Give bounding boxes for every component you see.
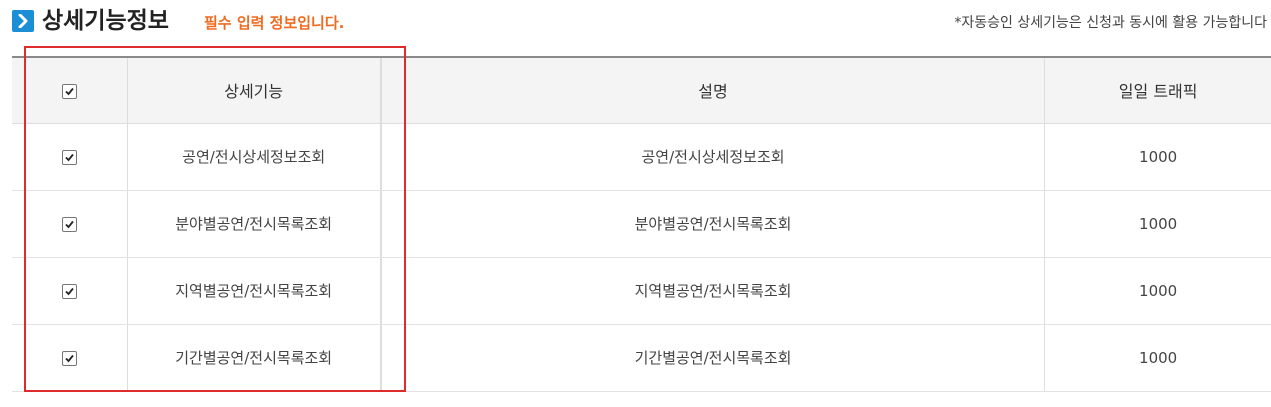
table-header-row: 상세기능 설명 일일 트래픽	[12, 57, 1271, 124]
daily-traffic: 1000	[1044, 257, 1271, 325]
daily-traffic: 1000	[1044, 123, 1271, 191]
feature-description: 공연/전시상세정보조회	[380, 123, 1045, 191]
feature-name: 지역별공연/전시목록조회	[126, 257, 381, 325]
column-separator	[379, 190, 382, 258]
column-header-traffic: 일일 트래픽	[1044, 57, 1271, 124]
column-separator	[379, 257, 382, 325]
row-checkbox-cell	[12, 257, 128, 325]
section-title: 상세기능정보	[42, 8, 169, 34]
column-separator	[379, 57, 382, 124]
feature-description: 분야별공연/전시목록조회	[380, 190, 1045, 258]
column-header-feature: 상세기능	[126, 57, 381, 124]
auto-approval-notice: *자동승인 상세기능은 신청과 동시에 활용 가능합니다	[954, 15, 1267, 31]
row-checkbox-cell	[12, 324, 128, 392]
feature-name: 분야별공연/전시목록조회	[126, 190, 381, 258]
row-checkbox[interactable]	[61, 350, 77, 366]
select-all-cell	[12, 57, 128, 124]
table-row: 기간별공연/전시목록조회 기간별공연/전시목록조회 1000	[12, 324, 1271, 392]
daily-traffic: 1000	[1044, 190, 1271, 258]
table-row: 분야별공연/전시목록조회 분야별공연/전시목록조회 1000	[12, 190, 1271, 258]
table-row: 공연/전시상세정보조회 공연/전시상세정보조회 1000	[12, 123, 1271, 191]
section-header: 상세기능정보 필수 입력 정보입니다. *자동승인 상세기능은 신청과 동시에 …	[12, 6, 1271, 36]
row-checkbox[interactable]	[61, 216, 77, 232]
detail-feature-table: 상세기능 설명 일일 트래픽 공연/전시상세정보조회 공연/전시상세정보조회 1…	[12, 56, 1271, 392]
column-header-description: 설명	[380, 57, 1045, 124]
chevron-right-icon	[12, 10, 34, 32]
row-checkbox-cell	[12, 123, 128, 191]
required-note: 필수 입력 정보입니다.	[204, 14, 345, 32]
feature-description: 지역별공연/전시목록조회	[380, 257, 1045, 325]
column-separator	[379, 123, 382, 191]
row-checkbox[interactable]	[61, 149, 77, 165]
row-checkbox-cell	[12, 190, 128, 258]
row-checkbox[interactable]	[61, 283, 77, 299]
select-all-checkbox[interactable]	[61, 83, 77, 99]
feature-name: 공연/전시상세정보조회	[126, 123, 381, 191]
table-row: 지역별공연/전시목록조회 지역별공연/전시목록조회 1000	[12, 257, 1271, 325]
feature-description: 기간별공연/전시목록조회	[380, 324, 1045, 392]
daily-traffic: 1000	[1044, 324, 1271, 392]
feature-name: 기간별공연/전시목록조회	[126, 324, 381, 392]
